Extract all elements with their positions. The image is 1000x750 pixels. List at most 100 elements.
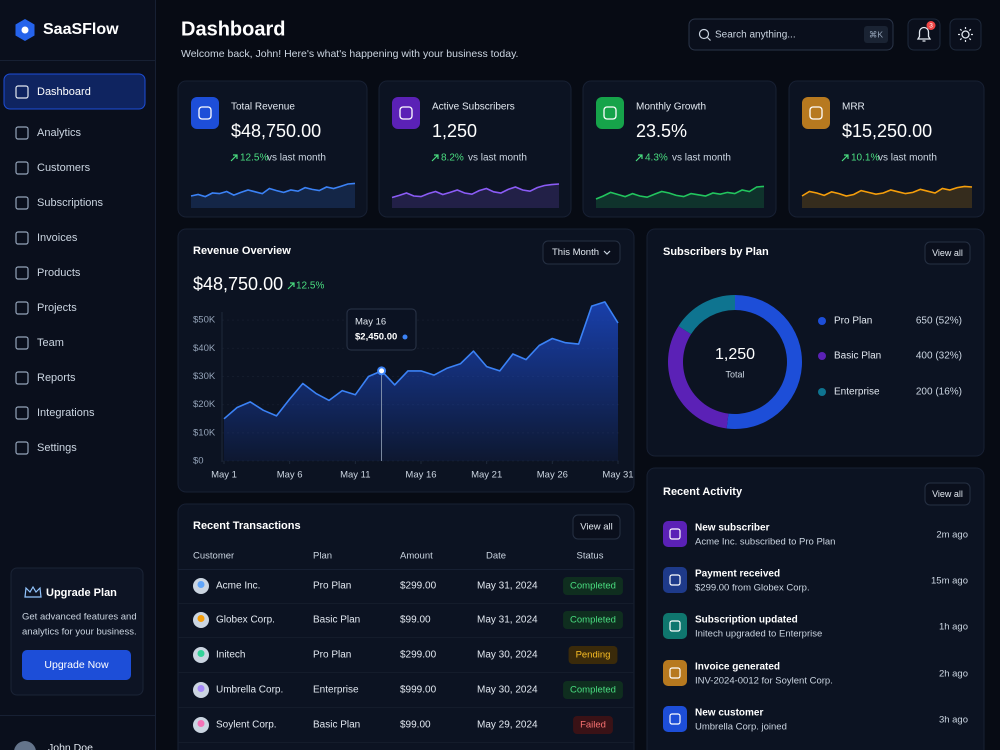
kpi-change-text: vs last month [468, 153, 527, 164]
kpi-icon [191, 97, 219, 129]
tooltip-dot [402, 334, 408, 340]
nav-item[interactable]: Subscriptions [37, 197, 104, 209]
kpi-label: MRR [842, 102, 865, 113]
nav-icon [15, 231, 29, 245]
bell-icon [916, 26, 932, 42]
donut-total-label: Total [725, 369, 744, 379]
activity-text: $299.00 from Globex Corp. [695, 583, 810, 594]
customer-avatar-face [197, 650, 205, 657]
period-dropdown[interactable] [542, 240, 621, 265]
kpi-icon-glyph [399, 106, 413, 120]
sun-ray [959, 37, 963, 41]
view-all-label[interactable]: View all [932, 248, 963, 258]
view-all-button[interactable] [924, 241, 971, 265]
sparkline [595, 185, 765, 200]
transactions-card [177, 503, 635, 750]
activity-time: 1h ago [939, 622, 968, 633]
customer-name: Acme Inc. [216, 581, 260, 592]
kpi-change: 8.2% [441, 153, 464, 164]
x-tick-label: May 31 [602, 470, 633, 481]
upgrade-button-label[interactable]: Upgrade Now [44, 659, 109, 671]
nav-item[interactable]: Customers [37, 162, 91, 174]
upgrade-text: Get advanced features and [22, 612, 137, 623]
nav-active-bg[interactable] [3, 73, 146, 110]
notification-button[interactable] [907, 18, 941, 51]
kpi-change-text: vs last month [672, 153, 731, 164]
revenue-line [223, 301, 619, 420]
search-placeholder[interactable]: Search anything... [715, 30, 796, 41]
y-tick-label: $10K [193, 427, 216, 438]
amount-cell: $299.00 [400, 581, 437, 592]
trend-up-icon [841, 154, 849, 162]
brand-name: SaaSFlow [43, 21, 119, 38]
customer-name: Initech [216, 650, 245, 661]
activity-icon [663, 660, 687, 686]
activity-icon-glyph [669, 713, 681, 725]
x-tick-label: May 16 [405, 470, 436, 481]
date-cell: May 31, 2024 [477, 615, 538, 626]
date-cell: May 30, 2024 [477, 650, 538, 661]
nav-item[interactable]: Analytics [37, 127, 82, 139]
customer-avatar-face [197, 615, 205, 622]
nav-item[interactable]: Invoices [37, 232, 78, 244]
search-icon-handle [707, 37, 711, 41]
sun-ray [959, 28, 963, 32]
sparkline [391, 183, 560, 199]
date-cell: May 29, 2024 [477, 720, 538, 731]
x-tick-label: May 1 [211, 470, 237, 481]
legend-swatch [818, 352, 826, 360]
plan-cell: Basic Plan [313, 720, 360, 731]
search-box[interactable] [688, 18, 894, 51]
shortcut-badge [864, 26, 888, 43]
legend-value: 200 (16%) [916, 387, 962, 398]
view-all-label[interactable]: View all [932, 489, 963, 499]
period-label[interactable]: This Month [552, 247, 599, 258]
nav-item[interactable]: Integrations [37, 407, 95, 419]
status-label: Failed [580, 720, 606, 731]
chart-title: Revenue Overview [193, 245, 291, 257]
amount-cell: $299.00 [400, 650, 437, 661]
plan-cell: Pro Plan [313, 650, 351, 661]
customer-name: Umbrella Corp. [216, 685, 283, 696]
nav-icon [15, 406, 29, 420]
kpi-value: 1,250 [432, 121, 477, 141]
legend-label: Pro Plan [834, 316, 872, 327]
legend-swatch [818, 388, 826, 396]
view-all-button[interactable] [572, 514, 621, 540]
kpi-change: 12.5% [240, 153, 268, 164]
revenue-area [224, 301, 618, 461]
section-title: Recent Transactions [193, 520, 301, 532]
status-pill [563, 681, 623, 699]
customer-name: Globex Corp. [216, 615, 275, 626]
nav-icon [15, 196, 29, 210]
page-title: Dashboard [181, 18, 285, 40]
activity-icon-glyph [669, 667, 681, 679]
theme-button[interactable] [949, 18, 982, 51]
column-header: Date [486, 551, 506, 562]
sparkline-area [191, 183, 355, 208]
sun-ray [968, 28, 972, 32]
activity-icon-glyph [669, 574, 681, 586]
activity-text: INV-2024-0012 for Soylent Corp. [695, 676, 833, 687]
nav-item[interactable]: Settings [37, 442, 77, 454]
activity-title: New customer [695, 708, 763, 719]
logo-icon-dot [21, 26, 29, 34]
plan-card [646, 228, 985, 457]
view-all-button[interactable] [924, 482, 971, 506]
plan-cell: Enterprise [313, 685, 359, 696]
nav-item[interactable]: Team [37, 337, 64, 349]
kpi-icon [802, 97, 830, 129]
amount-cell: $99.00 [400, 615, 431, 626]
nav-item[interactable]: Products [37, 267, 81, 279]
chart-title: Subscribers by Plan [663, 246, 769, 258]
nav-item[interactable]: Projects [37, 302, 77, 314]
view-all-label[interactable]: View all [580, 522, 613, 533]
y-tick-label: $20K [193, 399, 216, 410]
kpi-change-text: vs last month [878, 153, 937, 164]
upgrade-button[interactable] [22, 650, 131, 680]
activity-icon-glyph [669, 620, 681, 632]
nav-item[interactable]: Reports [37, 372, 76, 384]
column-header: Status [577, 551, 604, 562]
nav-item[interactable]: Dashboard [37, 86, 91, 98]
